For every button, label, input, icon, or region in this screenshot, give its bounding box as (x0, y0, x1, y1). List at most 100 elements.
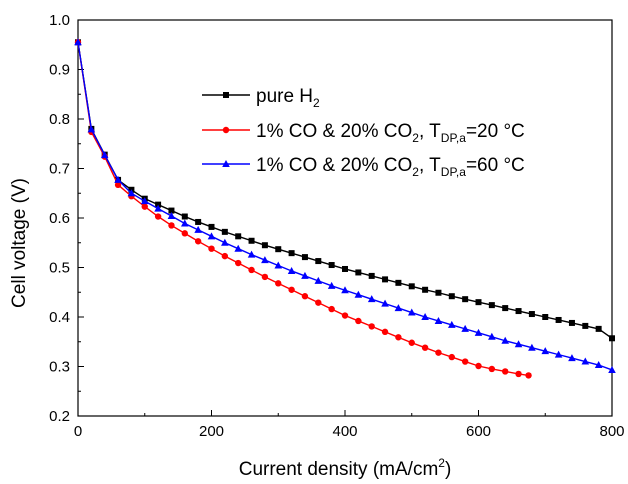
data-point (381, 299, 389, 307)
legend-marker (222, 160, 230, 167)
data-point (408, 339, 415, 346)
data-point (594, 361, 603, 369)
data-point (154, 213, 162, 220)
data-point (501, 336, 509, 344)
data-point (194, 238, 202, 245)
data-point (314, 276, 323, 284)
data-point (421, 313, 429, 320)
data-point (181, 213, 188, 220)
data-point (514, 340, 523, 348)
data-point (261, 242, 268, 249)
data-point (582, 322, 589, 329)
y-tick-label: 1.0 (49, 12, 70, 29)
data-point (261, 256, 269, 264)
y-tick-label: 0.6 (49, 210, 70, 227)
legend-label: 1% CO & 20% CO2, TDP,a=60 °C (256, 155, 525, 179)
data-point (475, 362, 482, 370)
data-point (382, 276, 389, 283)
y-tick-label: 0.8 (49, 111, 70, 128)
data-point (140, 197, 149, 205)
data-point (275, 246, 282, 253)
data-point (248, 237, 255, 244)
x-tick-label: 0 (74, 423, 82, 440)
data-point (461, 324, 469, 332)
data-point (315, 258, 322, 265)
data-point (221, 228, 228, 235)
data-point (554, 350, 563, 358)
data-point (541, 347, 550, 355)
y-tick-label: 0.5 (49, 260, 70, 277)
data-point (141, 203, 148, 210)
data-point (181, 230, 188, 237)
data-point (448, 353, 455, 361)
data-point (395, 279, 402, 286)
data-point (422, 286, 429, 293)
legend-label: 1% CO & 20% CO2, TDP,a=20 °C (256, 121, 525, 145)
data-point (515, 308, 522, 315)
data-point (355, 317, 362, 325)
data-point (555, 316, 562, 323)
legend-item-3: 1% CO & 20% CO2, TDP,a=60 °C (202, 155, 525, 179)
data-point (261, 273, 269, 281)
data-point (288, 286, 295, 293)
legend-marker (223, 92, 229, 98)
y-tick-label: 0.3 (49, 359, 70, 376)
data-point (221, 252, 229, 260)
data-point (368, 272, 375, 279)
data-point (168, 222, 175, 229)
data-point (434, 316, 443, 324)
x-tick-label: 800 (599, 423, 624, 440)
y-tick-label: 0.9 (49, 62, 70, 79)
data-point (488, 302, 495, 309)
data-point (368, 323, 375, 330)
data-point (208, 223, 215, 230)
data-point (221, 238, 229, 246)
y-axis-title: Cell voltage (V) (9, 178, 30, 308)
series-layer (74, 38, 616, 379)
data-point (127, 189, 136, 197)
data-point (248, 266, 255, 274)
data-point (247, 250, 256, 258)
data-point (488, 332, 496, 340)
data-point (488, 365, 496, 373)
y-tick-label: 0.4 (49, 309, 70, 326)
data-point (435, 289, 442, 296)
data-point (568, 354, 576, 362)
data-point (275, 280, 282, 287)
legend: pure H2 1% CO & 20% CO2, TDP,a=20 °C 1% CO… (202, 86, 525, 179)
x-tick-label: 400 (332, 423, 357, 440)
data-point (515, 370, 522, 378)
data-point (288, 250, 295, 257)
data-point (74, 38, 82, 46)
data-point (235, 259, 242, 267)
data-point (342, 265, 348, 272)
data-point (154, 204, 162, 212)
data-point (114, 175, 122, 183)
data-point (581, 357, 590, 365)
data-point (502, 368, 509, 375)
series-1 (75, 39, 615, 342)
data-point (354, 290, 363, 298)
y-tick-label: 0.7 (49, 161, 70, 178)
data-point (408, 283, 415, 290)
data-point (100, 151, 109, 159)
legend-label: pure H2 (256, 86, 320, 110)
series-line (77, 42, 613, 339)
data-point (301, 293, 309, 300)
legend-item-2: 1% CO & 20% CO2, TDP,a=20 °C (202, 121, 525, 145)
data-point (195, 218, 202, 225)
data-point (609, 335, 615, 342)
data-point (341, 312, 349, 319)
data-point (595, 325, 602, 332)
data-point (528, 311, 535, 318)
data-point (608, 365, 616, 373)
data-point (407, 308, 416, 316)
x-axis-title: Current density (mA/cm2) (239, 456, 452, 480)
data-point (528, 343, 536, 351)
data-point (301, 254, 308, 261)
x-tick-label: 600 (466, 423, 491, 440)
data-point (421, 344, 429, 351)
data-point (395, 334, 402, 341)
data-point (462, 296, 469, 303)
